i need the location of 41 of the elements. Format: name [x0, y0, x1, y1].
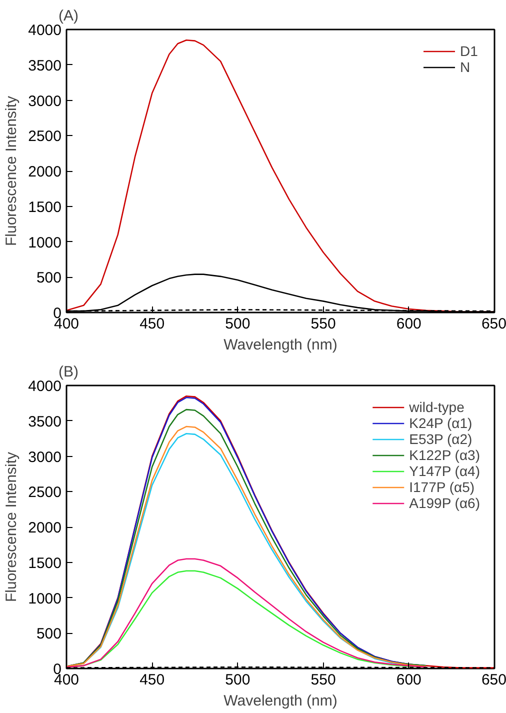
x-tick-label: 650: [481, 672, 506, 688]
y-tick-label: 1000: [28, 590, 62, 608]
legend-label: N: [460, 59, 472, 75]
y-tick-label: 500: [36, 626, 62, 643]
legend-label: wild-type: [409, 399, 464, 415]
y-tick-label: 1500: [28, 198, 62, 216]
y-tick-label: 2000: [28, 520, 62, 536]
legend-label: K24P (α1): [409, 415, 472, 431]
x-tick-label: 600: [396, 316, 422, 332]
y-axis-title: Fluorescence Intensity: [3, 95, 20, 246]
y-tick-label: 2500: [28, 484, 62, 502]
y-tick-label: 1000: [28, 234, 62, 252]
legend-label: D1: [460, 43, 479, 59]
legend-label: K122P (α3): [409, 447, 480, 463]
x-tick-label: 450: [140, 316, 165, 332]
y-tick-label: 3000: [28, 92, 62, 110]
x-tick-label: 450: [140, 672, 165, 688]
legend-label: A199P (α6): [409, 495, 480, 511]
chart-title: (A): [58, 8, 78, 24]
y-tick-label: 2500: [28, 128, 62, 146]
x-axis-title: Wavelength (nm): [224, 336, 338, 354]
x-tick-label: 600: [396, 672, 422, 688]
y-tick-label: 3500: [28, 413, 62, 430]
y-axis-title: Fluorescence Intensity: [3, 451, 20, 602]
y-tick-label: 4000: [28, 22, 62, 39]
x-tick-label: 550: [310, 672, 336, 688]
y-tick-label: 3500: [28, 57, 62, 74]
legend-label: E53P (α2): [409, 431, 472, 447]
chart-title: (B): [58, 364, 78, 380]
y-tick-label: 500: [36, 270, 62, 287]
y-tick-label: 2000: [28, 164, 62, 180]
y-tick-label: 1500: [28, 554, 62, 572]
y-tick-label: 4000: [28, 378, 62, 395]
legend-label: Y147P (α4): [409, 463, 480, 479]
x-tick-label: 500: [225, 672, 250, 688]
x-axis-title: Wavelength (nm): [224, 692, 338, 710]
x-tick-label: 550: [310, 316, 336, 332]
x-tick-label: 500: [225, 316, 250, 332]
y-tick-label: 3000: [28, 448, 62, 466]
legend-label: I177P (α5): [409, 479, 475, 495]
x-tick-label: 650: [481, 316, 506, 332]
